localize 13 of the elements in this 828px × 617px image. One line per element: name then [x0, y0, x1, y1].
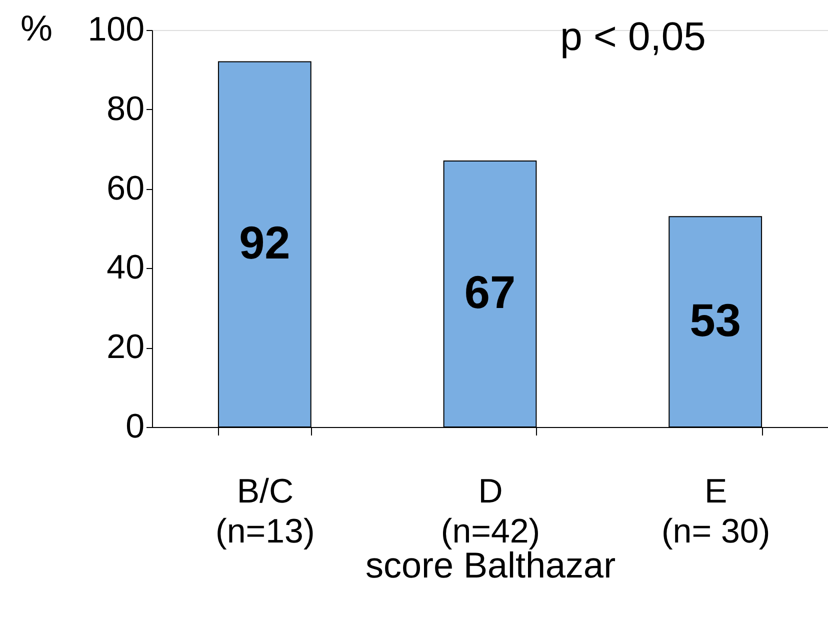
data-label: 92 [239, 216, 290, 268]
annotation: p < 0,05 [560, 15, 706, 59]
y-tick-label: 20 [106, 328, 144, 366]
data-label: 53 [690, 294, 741, 346]
y-axis-title: % [20, 8, 53, 48]
x-tick-label: E (n= 30) [661, 472, 770, 550]
y-tick-label: 100 [88, 10, 144, 48]
x-tick-label: B/C (n=13) [216, 472, 315, 550]
data-label: 67 [464, 266, 516, 318]
y-tick-label: 80 [106, 90, 144, 128]
y-tick-label: 0 [126, 408, 144, 446]
y-tick-label: 60 [106, 169, 144, 208]
y-tick-label: 40 [106, 248, 144, 287]
